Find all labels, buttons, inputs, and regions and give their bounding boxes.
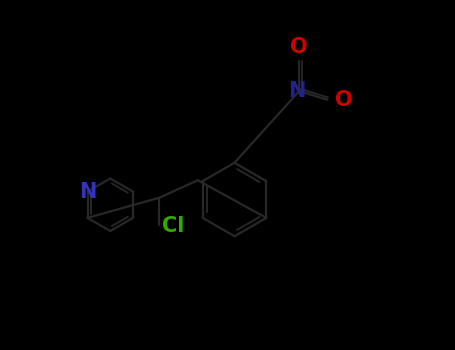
Text: N: N: [288, 81, 305, 101]
Text: Cl: Cl: [162, 216, 184, 237]
Text: O: O: [335, 90, 353, 110]
Text: N: N: [79, 182, 96, 202]
Text: O: O: [290, 37, 308, 57]
